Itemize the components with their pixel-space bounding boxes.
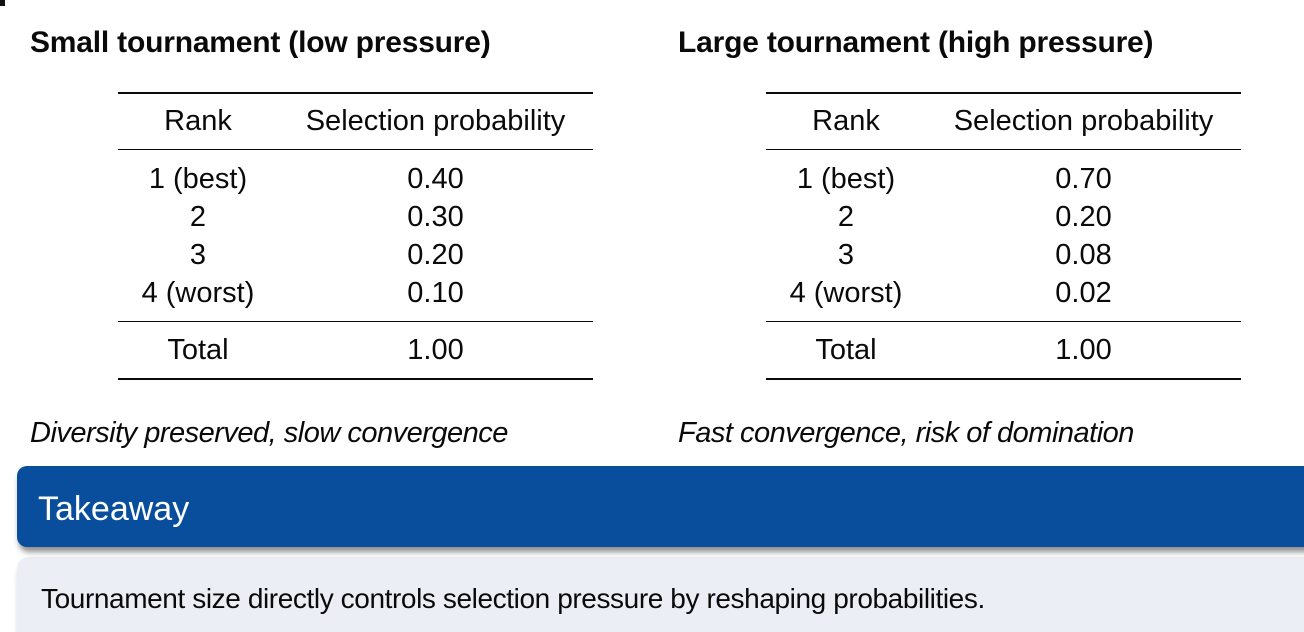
rank-cell: 1 (best) — [796, 163, 896, 195]
rank-cell: 2 — [189, 201, 207, 233]
table-total-row: Total 1.00 — [118, 321, 593, 379]
small-tournament-table: Rank Selection probability 1 (best) 0.40… — [118, 92, 593, 380]
rank-cell: 4 (worst) — [141, 277, 255, 309]
probability-cell: 0.40 — [407, 163, 464, 195]
table-row: 2 0.30 — [118, 198, 593, 236]
large-tournament-title: Large tournament (high pressure) — [678, 26, 1154, 59]
small-tournament-caption: Diversity preserved, slow convergence — [30, 417, 508, 449]
corner-artifact — [0, 0, 5, 6]
probability-cell: 0.08 — [1055, 239, 1112, 271]
rank-cell: 3 — [837, 239, 855, 271]
total-label: Total — [766, 321, 926, 379]
probability-cell: 0.02 — [1055, 277, 1112, 309]
total-label: Total — [118, 321, 278, 379]
table-row: 3 0.20 — [118, 236, 593, 274]
takeaway-text: Tournament size directly controls select… — [41, 583, 985, 614]
rank-cell: 2 — [837, 201, 855, 233]
probability-cell: 0.20 — [407, 239, 464, 271]
rank-cell: 1 (best) — [148, 163, 248, 195]
probability-cell: 0.10 — [407, 277, 464, 309]
takeaway-header: Takeaway — [17, 466, 1304, 547]
probability-header: Selection probability — [926, 93, 1241, 150]
rank-cell: 3 — [189, 239, 207, 271]
table-total-row: Total 1.00 — [766, 321, 1241, 379]
probability-cell: 0.30 — [407, 201, 464, 233]
small-tournament-title: Small tournament (low pressure) — [30, 26, 491, 59]
table-header-row: Rank Selection probability — [118, 93, 593, 150]
rank-cell: 4 (worst) — [789, 277, 903, 309]
takeaway-title: Takeaway — [38, 490, 190, 528]
rank-header: Rank — [766, 93, 926, 150]
total-value: 1.00 — [278, 321, 593, 379]
probability-header: Selection probability — [278, 93, 593, 150]
table-row: 1 (best) 0.40 — [118, 150, 593, 199]
takeaway-body: Tournament size directly controls select… — [17, 557, 1304, 632]
large-tournament-caption: Fast convergence, risk of domination — [678, 417, 1134, 449]
probability-cell: 0.70 — [1055, 163, 1112, 195]
large-tournament-table: Rank Selection probability 1 (best) 0.70… — [766, 92, 1241, 380]
probability-cell: 0.20 — [1055, 201, 1112, 233]
table-row: 4 (worst) 0.10 — [118, 274, 593, 322]
table-header-row: Rank Selection probability — [766, 93, 1241, 150]
total-value: 1.00 — [926, 321, 1241, 379]
table-row: 1 (best) 0.70 — [766, 150, 1241, 199]
table-row: 4 (worst) 0.02 — [766, 274, 1241, 322]
table-row: 3 0.08 — [766, 236, 1241, 274]
rank-header: Rank — [118, 93, 278, 150]
table-row: 2 0.20 — [766, 198, 1241, 236]
